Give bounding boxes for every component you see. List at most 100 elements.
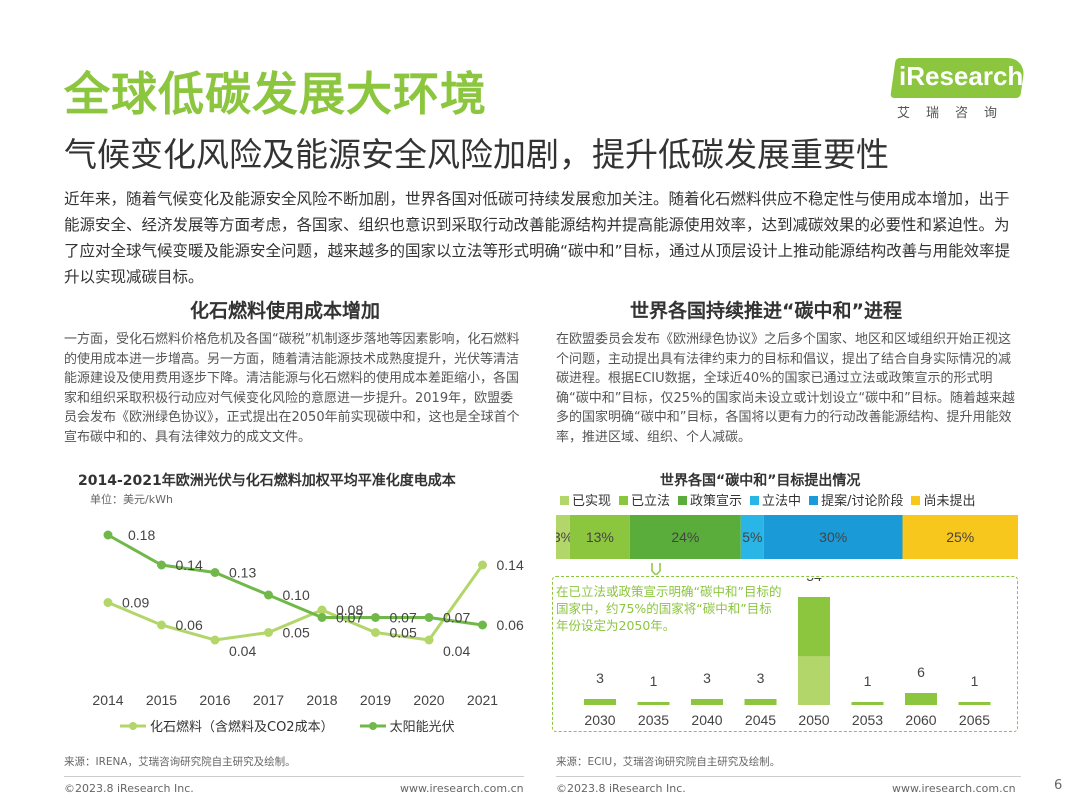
bar-legend-item-1: 已立法 [619, 490, 670, 509]
line-series-0 [107, 564, 484, 642]
year-bar-2030 [584, 699, 616, 705]
legend-marker-solar [359, 721, 386, 730]
year-tick-2035: 2035 [638, 712, 669, 728]
page-number: 6 [1054, 778, 1063, 793]
bar-legend-label-1: 已立法 [631, 494, 671, 509]
year-bar-2045 [744, 699, 777, 705]
line-chart-unit: 单位：美元/kWh [90, 493, 173, 506]
left-footer-url[interactable]: www.iresearch.com.cn [400, 782, 524, 795]
right-section-title: 世界各国持续推进“碳中和”进程 [630, 300, 902, 322]
point-s0-2016 [210, 635, 220, 645]
year-bar-2060 [905, 693, 937, 705]
logo-text: iResearch [899, 61, 1024, 91]
data-label-s0-2014: 0.09 [122, 595, 149, 611]
point-s0-2014 [103, 598, 113, 607]
bar-legend-label-2: 政策宣示 [690, 494, 743, 509]
point-s1-2019 [371, 613, 380, 622]
point-s0-2019 [371, 628, 380, 637]
stack-seg-0 [556, 515, 570, 559]
year-tick-2065: 2065 [959, 712, 990, 728]
point-s1-2020 [424, 613, 434, 622]
left-source: 来源：IRENA，艾瑞咨询研究院自主研究及绘制。 [64, 756, 296, 768]
point-s0-2020 [424, 635, 434, 645]
year-value-2053: 1 [864, 673, 872, 689]
x-tick-2014: 2014 [92, 692, 123, 708]
bar-legend-swatch-2 [678, 496, 688, 505]
line-series-1 [107, 533, 483, 627]
line-chart: 0.09 0.06 0.04 0.05 0.08 0.05 0.04 0.14 0.18 0.14… [92, 527, 524, 708]
data-label-s0-2015: 0.06 [176, 617, 203, 633]
data-label-s1-2014: 0.18 [128, 527, 155, 543]
year-value-2040: 3 [703, 670, 711, 686]
year-value-2065: 1 [971, 673, 979, 689]
left-paragraph: 一方面，受化石燃料价格危机及各国“碳税”机制逐步落地等因素影响，化石燃料的使用成… [64, 332, 520, 445]
stack-seg-1 [569, 515, 630, 559]
year-tick-2050: 2050 [798, 712, 829, 728]
bar-legend-item-2: 政策宣示 [678, 490, 742, 509]
point-s1-2015 [157, 560, 166, 570]
right-footer-url[interactable]: www.iresearch.com.cn [892, 782, 1016, 795]
legend-label-solar: 太阳能光伏 [389, 720, 455, 735]
data-label-s0-2019: 0.05 [390, 625, 417, 641]
iresearch-logo: iResearch 艾瑞咨询 [890, 58, 1026, 121]
stack-label-5: 25% [946, 529, 974, 545]
callout-pointer [651, 563, 661, 575]
year-bar-2065 [958, 702, 991, 705]
x-tick-2020: 2020 [413, 692, 444, 708]
bar-legend-label-5: 尚未提出 [923, 494, 976, 509]
line-chart-legend: 化石燃料（含燃料及CO2成本） 太阳能光伏 [120, 716, 455, 735]
year-tick-2040: 2040 [691, 712, 722, 728]
year-value-2030: 3 [596, 670, 604, 686]
point-s0-2015 [157, 620, 166, 630]
year-value-2060: 6 [917, 664, 925, 680]
x-tick-2016: 2016 [199, 692, 230, 708]
point-s0-2018 [317, 605, 327, 615]
year-bar-2040 [691, 699, 723, 705]
point-s1-2017 [264, 590, 273, 600]
right-footer-divider [556, 776, 1021, 777]
data-label-s0-2017: 0.05 [283, 625, 310, 641]
year-bar-2050 [798, 597, 830, 657]
point-s0-2021 [478, 560, 487, 570]
point-s1-2014 [103, 530, 113, 540]
bar-legend-item-0: 已实现 [560, 490, 611, 509]
page-subtitle: 气候变化风险及能源安全风险加剧，提升低碳发展重要性 [64, 135, 889, 174]
legend-label-fossil: 化石燃料（含燃料及CO2成本） [150, 720, 334, 735]
year-tick-2045: 2045 [745, 712, 776, 728]
stack-label-4: 30% [819, 529, 847, 545]
year-bar-lower-2050 [798, 656, 830, 705]
bar-legend-swatch-4 [809, 496, 819, 505]
year-tick-2030: 2030 [584, 712, 615, 728]
bar-legend-label-0: 已实现 [572, 494, 612, 509]
right-footer-copyright: ©2023.8 iResearch Inc. [556, 782, 686, 795]
right-source: 来源：ECIU，艾瑞咨询研究院自主研究及绘制。 [556, 756, 781, 768]
x-tick-2015: 2015 [146, 692, 177, 708]
point-s1-2016 [210, 568, 220, 577]
logo-cn-text: 艾瑞咨询 [897, 106, 1014, 121]
x-tick-2018: 2018 [306, 692, 337, 708]
intro-paragraph: 近年来，随着气候变化及能源安全风险不断加剧，世界各国对低碳可持续发展愈加关注。随… [64, 190, 1011, 286]
data-label-s1-2016: 0.13 [229, 565, 256, 581]
data-label-s1-2017: 0.10 [283, 587, 310, 603]
data-label-s0-2020: 0.04 [443, 643, 470, 659]
callout-text: 在已立法或政策宣示明确“碳中和”目标的国家中，约75%的国家将“碳中和”目标年份… [556, 584, 782, 633]
data-label-s0-2018: 0.08 [336, 602, 363, 618]
year-value-2050: 54 [806, 578, 822, 584]
point-s0-2017 [264, 628, 273, 637]
stack-label-2: 24% [671, 529, 699, 545]
x-tick-2021: 2021 [467, 692, 498, 708]
left-footer-divider [64, 776, 524, 777]
left-section-title: 化石燃料使用成本增加 [190, 300, 381, 322]
legend-marker-fossil [120, 721, 146, 730]
x-tick-2019: 2019 [360, 692, 391, 708]
callout-box [552, 576, 1018, 732]
year-bar-2053 [851, 702, 884, 705]
bar-legend-swatch-5 [911, 496, 921, 505]
year-value-2035: 1 [650, 673, 658, 689]
stack-label-3: 5% [742, 529, 762, 545]
bar-legend-label-3: 立法中 [762, 494, 802, 509]
data-label-s0-2021: 0.14 [497, 557, 524, 573]
legend-item-solar: 太阳能光伏 [359, 716, 455, 735]
year-value-2045: 3 [757, 670, 765, 686]
bar-legend-swatch-3 [750, 496, 760, 505]
